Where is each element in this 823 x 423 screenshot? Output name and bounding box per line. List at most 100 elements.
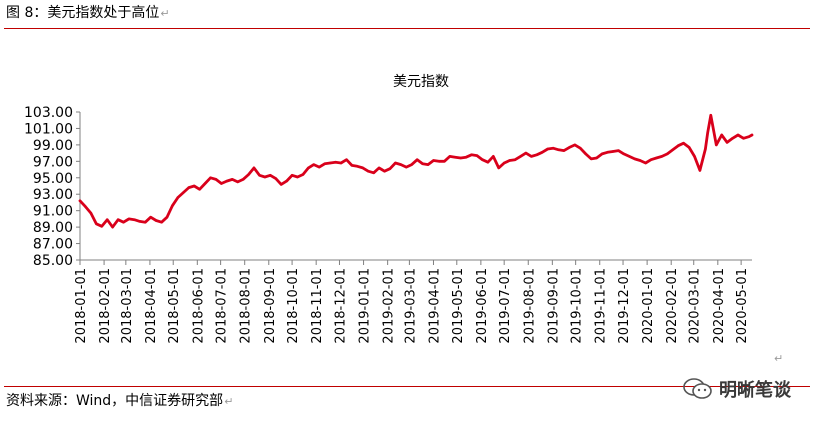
data-point bbox=[421, 162, 424, 165]
x-tick-label: 2018-02-01 bbox=[98, 268, 113, 344]
x-tick-label: 2020-02-01 bbox=[665, 268, 680, 344]
series-line bbox=[78, 113, 754, 229]
data-point bbox=[535, 153, 538, 156]
data-point bbox=[709, 114, 712, 117]
y-tick-label: 91.00 bbox=[33, 204, 73, 220]
data-point bbox=[432, 159, 435, 162]
data-point bbox=[508, 159, 511, 162]
data-point bbox=[464, 156, 468, 159]
data-point bbox=[356, 165, 359, 168]
data-point bbox=[720, 133, 723, 137]
x-tick-label: 2018-10-01 bbox=[286, 268, 301, 344]
data-point bbox=[345, 158, 348, 161]
data-point bbox=[127, 217, 131, 221]
data-point bbox=[312, 163, 315, 166]
data-point bbox=[600, 152, 604, 156]
data-point bbox=[459, 156, 462, 160]
data-point bbox=[388, 167, 392, 170]
y-tick-label: 87.00 bbox=[33, 237, 73, 253]
data-point bbox=[247, 173, 250, 176]
x-tick-label: 2019-11-01 bbox=[594, 268, 609, 344]
data-point bbox=[562, 149, 566, 152]
x-tick-label: 2020-05-01 bbox=[735, 268, 750, 344]
y-axis: 85.0087.0089.0091.0093.0095.0097.0099.00… bbox=[24, 105, 81, 269]
data-point bbox=[682, 142, 685, 145]
data-point bbox=[557, 148, 560, 151]
wechat-icon bbox=[683, 378, 712, 399]
data-point bbox=[133, 218, 136, 221]
data-point bbox=[546, 147, 549, 151]
data-point bbox=[252, 166, 256, 170]
data-point bbox=[706, 131, 709, 134]
data-point bbox=[339, 161, 343, 165]
y-tick-label: 97.00 bbox=[33, 154, 73, 170]
data-point bbox=[138, 220, 141, 223]
data-point bbox=[111, 225, 114, 229]
y-tick-label: 99.00 bbox=[33, 138, 73, 154]
data-point bbox=[584, 152, 587, 156]
data-point bbox=[377, 166, 381, 170]
data-point bbox=[323, 162, 326, 165]
data-point bbox=[106, 218, 109, 221]
data-point bbox=[334, 161, 337, 164]
plot-area bbox=[78, 113, 754, 229]
data-point bbox=[399, 163, 403, 166]
data-point bbox=[693, 155, 696, 158]
data-point bbox=[551, 147, 555, 150]
data-point bbox=[568, 146, 571, 149]
data-point bbox=[280, 183, 283, 186]
data-point bbox=[595, 156, 598, 160]
data-point bbox=[176, 196, 180, 199]
x-tick-label: 2018-06-01 bbox=[191, 268, 206, 344]
data-point bbox=[89, 211, 93, 215]
data-point bbox=[736, 133, 740, 137]
paragraph-mark-icon: ↵ bbox=[774, 352, 784, 365]
data-point bbox=[285, 179, 288, 183]
data-point bbox=[590, 157, 593, 161]
x-tick-label: 2019-03-01 bbox=[403, 268, 418, 344]
x-tick-label: 2019-06-01 bbox=[475, 268, 490, 344]
y-tick-label: 95.00 bbox=[33, 171, 73, 187]
data-point bbox=[116, 218, 120, 221]
x-tick-label: 2018-07-01 bbox=[215, 268, 230, 344]
data-point bbox=[122, 221, 125, 224]
x-tick-label: 2018-04-01 bbox=[144, 268, 159, 344]
data-point bbox=[747, 135, 751, 138]
data-point bbox=[329, 161, 332, 165]
data-point bbox=[149, 216, 152, 219]
data-point bbox=[318, 165, 321, 169]
data-point bbox=[416, 158, 419, 161]
data-point bbox=[95, 222, 98, 225]
data-point bbox=[622, 152, 625, 156]
data-point bbox=[220, 182, 223, 185]
data-point bbox=[165, 216, 169, 219]
x-tick-label: 2019-02-01 bbox=[382, 268, 397, 344]
x-tick-label: 2019-01-01 bbox=[358, 268, 373, 344]
data-point bbox=[361, 166, 364, 170]
data-point bbox=[350, 164, 354, 167]
data-point bbox=[660, 155, 664, 158]
data-point bbox=[394, 161, 397, 165]
data-point bbox=[470, 153, 473, 156]
x-tick-label: 2018-01-01 bbox=[74, 268, 89, 344]
data-point bbox=[231, 178, 234, 181]
data-point bbox=[367, 170, 370, 173]
watermark-text: 明晰笔谈 bbox=[719, 380, 791, 401]
data-point bbox=[530, 155, 533, 158]
data-point bbox=[617, 149, 620, 152]
data-point bbox=[274, 177, 277, 180]
x-tick-label: 2018-11-01 bbox=[310, 268, 325, 344]
data-point bbox=[611, 150, 615, 153]
data-point bbox=[443, 160, 446, 163]
data-point bbox=[372, 171, 375, 174]
data-point bbox=[649, 158, 653, 161]
data-point bbox=[154, 219, 158, 222]
data-point bbox=[704, 147, 707, 151]
data-point bbox=[182, 191, 185, 194]
figure-caption: 图 8：美元指数处于高位↵ bbox=[6, 4, 170, 23]
data-point bbox=[236, 180, 239, 184]
data-point bbox=[198, 188, 201, 191]
source-note: 资料来源：Wind，中信证券研究部↵ bbox=[6, 392, 233, 411]
data-point bbox=[497, 166, 500, 170]
